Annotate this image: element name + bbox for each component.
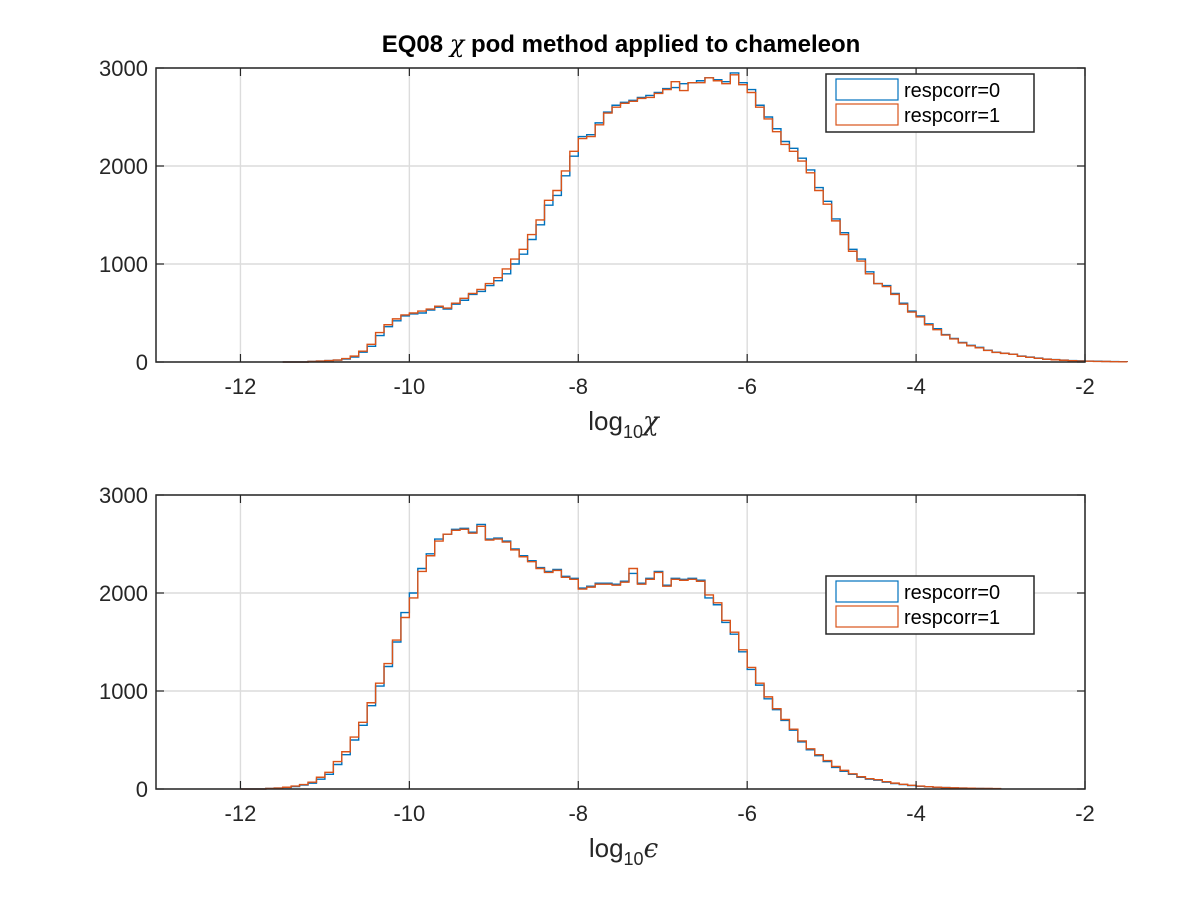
x-tick-label-2: -8 [568, 374, 588, 399]
axes-frame [155, 67, 1086, 363]
x-axis-label-base: log [588, 406, 623, 436]
x-tick-label-5: -2 [1075, 801, 1095, 826]
x-axis-label: log10χ [588, 406, 661, 442]
figure-title-part-3: pod method applied to chameleon [464, 31, 860, 58]
x-tick-label-0: -12 [225, 801, 257, 826]
x-axis-label-subscript: 10 [624, 849, 644, 869]
x-tick-label-4: -4 [906, 374, 926, 399]
histogram-panel-chi: -12 -10 -8 -6 -4 -2 0 1000 2000 3000 log10χ respcor… [99, 56, 1128, 442]
legend-box [825, 575, 1035, 635]
y-tick-label-0: 0 [136, 350, 148, 375]
y-tick-label-2: 2000 [99, 581, 148, 606]
x-tick-label-0: -12 [225, 374, 257, 399]
legend-swatch-respcorr=0 [835, 580, 899, 603]
x-tick-label-4: -4 [906, 801, 926, 826]
x-axis-label-subscript: 10 [623, 422, 643, 442]
legend-label-respcorr=0: respcorr=0 [904, 582, 1000, 604]
x-axis-label-symbol: χ [641, 407, 661, 437]
x-tick-label-5: -2 [1075, 374, 1095, 399]
x-tick-label-1: -10 [393, 801, 425, 826]
histogram-series-respcorr=1 [282, 74, 1128, 363]
y-tick-label-3: 3000 [99, 483, 148, 508]
figure-title-part-1: EQ08 [382, 31, 450, 58]
x-tick-label-2: -8 [568, 801, 588, 826]
legend-swatch-respcorr=1 [835, 605, 899, 628]
legend-swatch-respcorr=1 [835, 103, 899, 126]
x-axis-label-base: log [589, 833, 624, 863]
figure-title: EQ08 χ pod method applied to chameleon [382, 30, 861, 58]
figure-title-chi-symbol: χ [448, 30, 466, 58]
x-axis-label: log10ϵ [589, 833, 659, 869]
x-tick-label-3: -6 [737, 374, 757, 399]
legend-box [825, 73, 1035, 133]
legend: respcorr=0 respcorr=1 [825, 575, 1035, 635]
legend-label-respcorr=0: respcorr=0 [904, 80, 1000, 102]
legend-label-respcorr=1: respcorr=1 [904, 607, 1000, 629]
histogram-series-respcorr=0 [240, 523, 1002, 790]
x-tick-label-1: -10 [393, 374, 425, 399]
y-tick-label-1: 1000 [99, 679, 148, 704]
y-tick-label-0: 0 [136, 777, 148, 802]
axes-frame [155, 494, 1086, 790]
y-tick-label-1: 1000 [99, 252, 148, 277]
x-axis-label-symbol: ϵ [644, 834, 659, 864]
legend: respcorr=0 respcorr=1 [825, 73, 1035, 133]
histogram-panel-epsilon: -12 -10 -8 -6 -4 -2 0 1000 2000 3000 log10ϵ respcor… [99, 483, 1095, 869]
y-tick-label-3: 3000 [99, 56, 148, 81]
legend-swatch-respcorr=0 [835, 78, 899, 101]
y-tick-label-2: 2000 [99, 154, 148, 179]
histogram-series-respcorr=1 [240, 525, 1002, 790]
legend-label-respcorr=1: respcorr=1 [904, 105, 1000, 127]
x-tick-label-3: -6 [737, 801, 757, 826]
